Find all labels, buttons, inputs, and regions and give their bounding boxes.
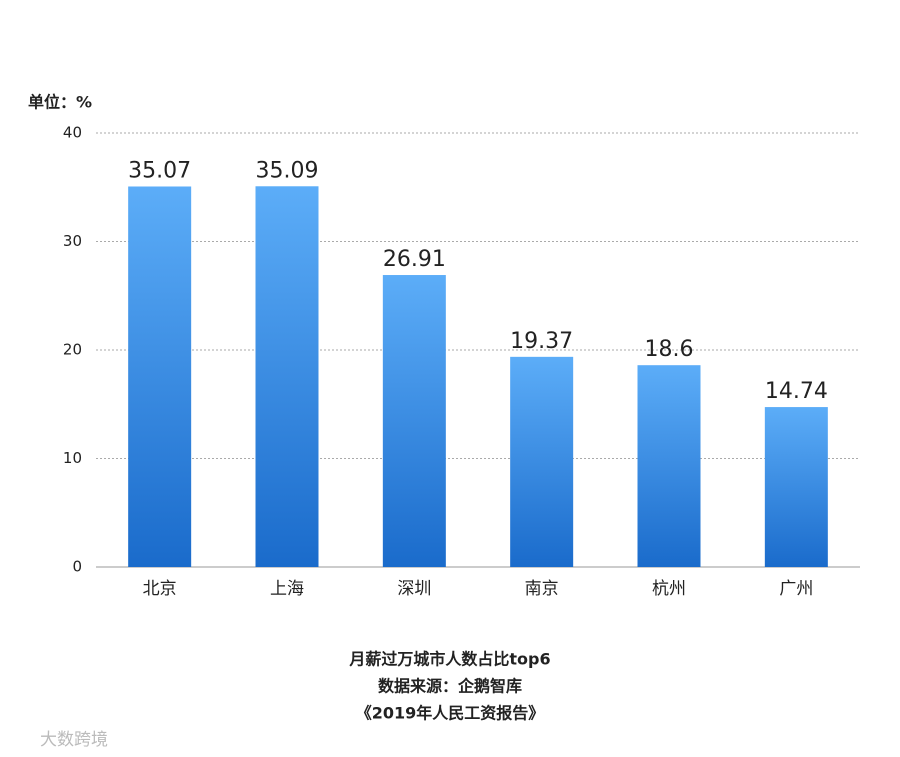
x-tick-label: 杭州 [652, 579, 686, 599]
value-label: 18.6 [645, 337, 694, 362]
y-tick-label: 30 [63, 232, 82, 250]
y-tick-label: 10 [63, 449, 82, 467]
footer-report: 《2019年人民工资报告》 [356, 704, 545, 723]
bar [510, 356, 574, 567]
value-label: 19.37 [510, 329, 573, 354]
x-tick-label: 南京 [525, 579, 559, 599]
value-label: 26.91 [383, 247, 446, 272]
x-tick-label: 北京 [143, 579, 177, 599]
y-tick-label: 0 [72, 558, 82, 576]
footer-source: 数据来源：企鹅智库 [378, 677, 522, 696]
y-tick-label: 20 [63, 341, 82, 359]
y-tick-label: 40 [63, 124, 82, 142]
y-axis-unit: 单位：% [28, 93, 92, 112]
bar [128, 186, 192, 568]
value-label: 35.07 [128, 158, 191, 183]
bar [255, 186, 319, 567]
x-tick-label: 上海 [270, 579, 304, 599]
x-tick-label: 广州 [779, 579, 813, 599]
value-label: 14.74 [765, 379, 828, 404]
bar [382, 275, 446, 567]
footer-title: 月薪过万城市人数占比top6 [348, 650, 550, 669]
bar [764, 407, 828, 567]
bar [637, 365, 701, 567]
value-label: 35.09 [256, 158, 319, 183]
watermark: 大数跨境 [40, 730, 108, 750]
x-tick-label: 深圳 [397, 579, 431, 599]
